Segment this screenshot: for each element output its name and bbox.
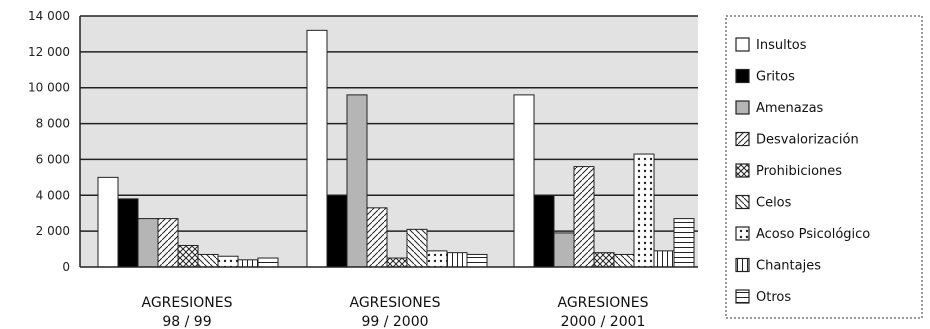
bar <box>653 250 675 268</box>
bar <box>633 153 655 268</box>
bar <box>157 218 179 268</box>
legend-swatch <box>735 289 750 304</box>
grid-lines <box>80 15 698 232</box>
bar <box>237 259 259 268</box>
bar <box>366 207 388 268</box>
legend-swatch <box>735 100 750 115</box>
y-tick-label: 4 000 <box>36 188 70 202</box>
bar <box>97 176 119 268</box>
category-label: 98 / 99 <box>162 314 211 329</box>
bar <box>673 218 695 268</box>
bar <box>553 232 575 268</box>
x-axis: AGRESIONES 98 / 99 AGRESIONES 99 / 2000 AGRE… <box>142 295 649 329</box>
bar <box>426 250 448 268</box>
legend-label: Chantajes <box>756 259 821 274</box>
legend-label: Prohibiciones <box>756 164 842 179</box>
legend: Insultos Gritos Amenazas Desvalorización Pro… <box>735 37 870 305</box>
legend-box <box>725 15 923 319</box>
category-label: 99 / 2000 <box>361 314 428 329</box>
bar <box>177 244 199 268</box>
y-tick-label: 0 <box>62 260 70 274</box>
legend-swatch <box>735 257 750 273</box>
bar <box>533 194 555 268</box>
bar <box>306 29 328 268</box>
bar <box>513 94 535 268</box>
bar <box>326 194 348 268</box>
legend-label: Otros <box>756 290 791 305</box>
plot-area <box>80 16 698 267</box>
y-tick-label: 2 000 <box>36 224 70 238</box>
bar <box>197 253 219 268</box>
bar <box>613 253 635 268</box>
legend-label: Gritos <box>756 70 795 85</box>
bars <box>97 29 695 268</box>
category-label: 2000 / 2001 <box>561 314 646 329</box>
category-label: AGRESIONES <box>142 295 233 311</box>
bar <box>117 198 139 268</box>
bar <box>466 253 488 268</box>
bar <box>386 257 408 268</box>
y-tick-label: 10 000 <box>28 81 70 95</box>
legend-swatch <box>735 226 750 241</box>
y-tick-label: 8 000 <box>36 117 70 131</box>
bar <box>217 255 239 268</box>
y-tick-label: 12 000 <box>28 45 70 59</box>
y-axis: 0 2 000 4 000 6 000 8 000 10 000 12 000 14 000 <box>28 9 70 274</box>
bar <box>257 257 279 268</box>
legend-label: Insultos <box>756 38 807 53</box>
y-tick-label: 14 000 <box>28 9 70 23</box>
legend-label: Desvalorización <box>756 133 859 148</box>
bar <box>593 252 615 268</box>
legend-swatch <box>735 194 750 210</box>
legend-label: Celos <box>756 196 792 211</box>
category-label: AGRESIONES <box>558 295 649 311</box>
legend-swatch <box>735 131 750 147</box>
legend-label: Amenazas <box>756 101 824 116</box>
legend-label: Acoso Psicológico <box>756 227 870 242</box>
legend-swatch <box>735 37 750 52</box>
category-label: AGRESIONES <box>350 295 441 311</box>
bar <box>346 94 368 268</box>
legend-swatch <box>735 163 750 178</box>
bar <box>406 228 428 268</box>
bar <box>573 166 595 268</box>
bar <box>446 252 468 268</box>
bar <box>137 218 159 268</box>
y-tick-label: 6 000 <box>36 152 70 166</box>
legend-swatch <box>735 68 750 84</box>
